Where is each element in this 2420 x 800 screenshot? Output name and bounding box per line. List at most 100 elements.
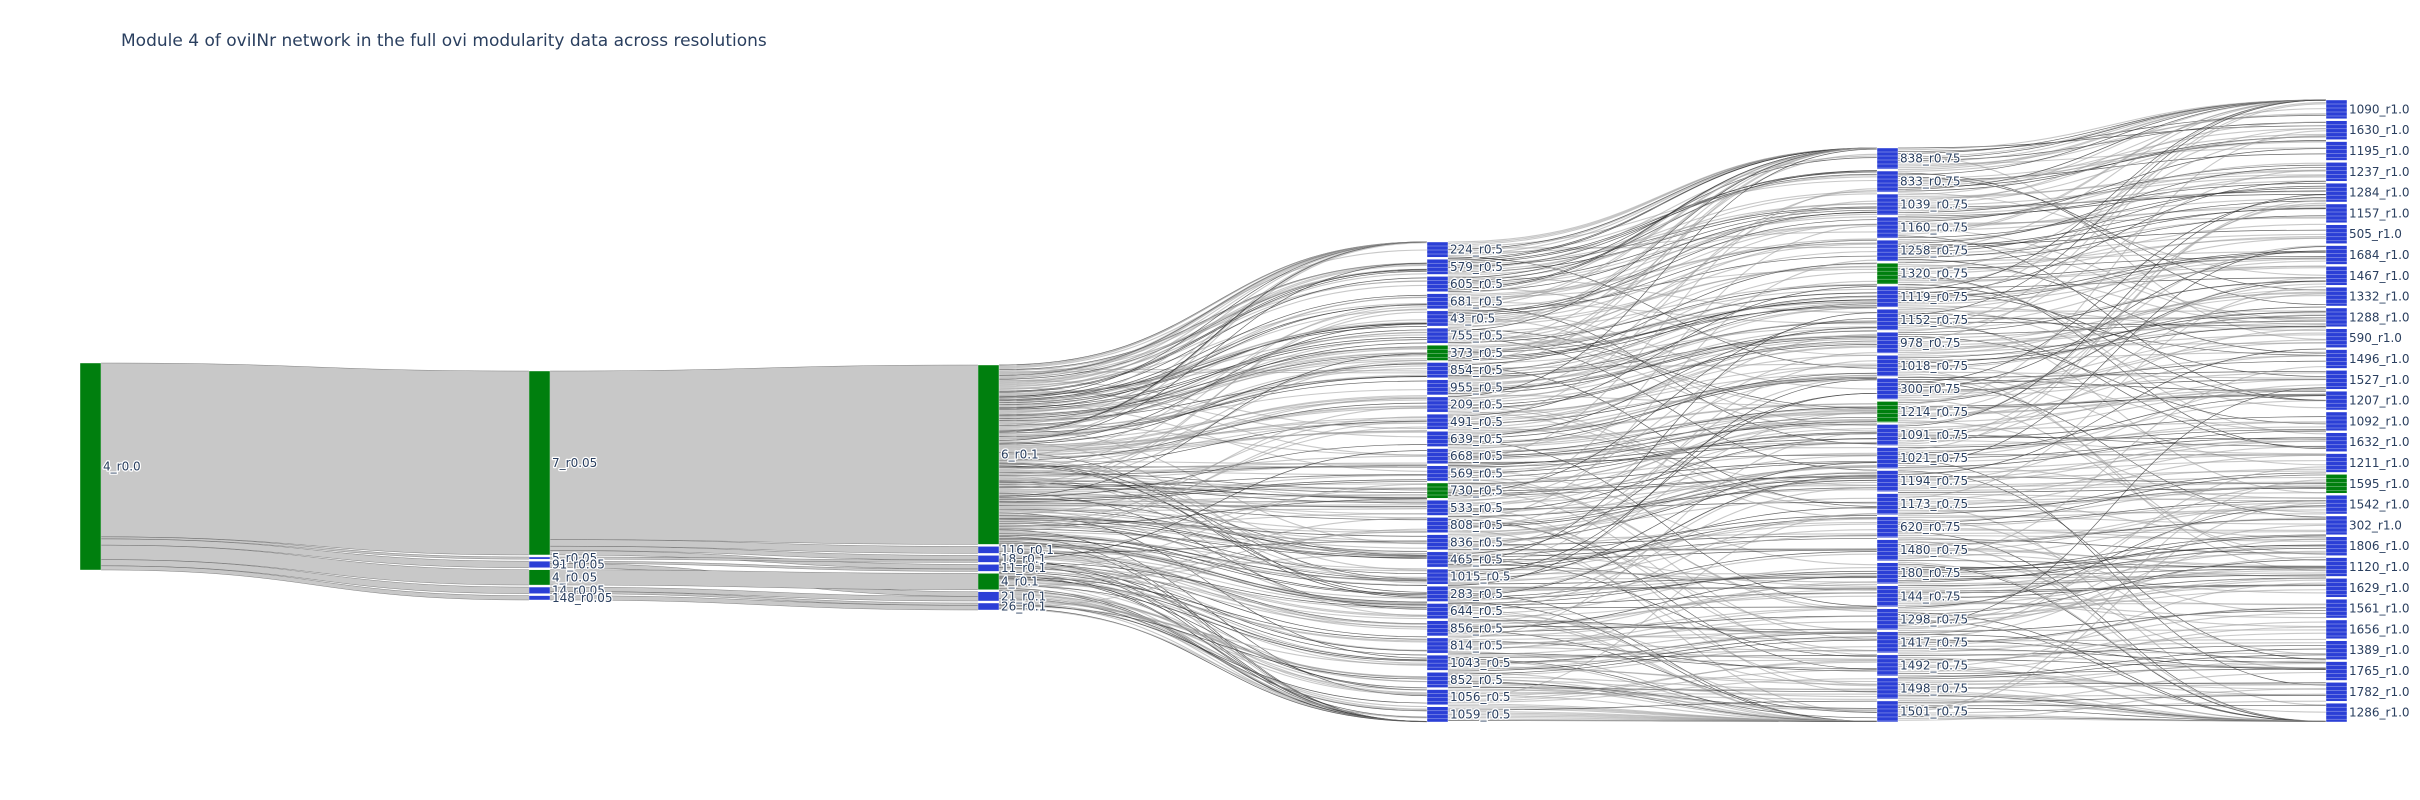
sankey-node-1320-r0-75[interactable]: [1876, 263, 1899, 285]
sankey-node-91-r0-05[interactable]: [528, 560, 551, 568]
sankey-node-6-r0-1[interactable]: [977, 364, 1000, 545]
sankey-node-373-r0-5[interactable]: [1426, 345, 1449, 361]
sankey-node-1160-r0-75[interactable]: [1876, 216, 1899, 239]
sankey-node-838-r0-75[interactable]: [1876, 147, 1899, 170]
sankey-node-1092-r1-0[interactable]: [2325, 411, 2348, 431]
sankey-node-4-r0-05[interactable]: [528, 569, 551, 586]
sankey-node-1237-r1-0[interactable]: [2325, 162, 2348, 182]
sankey-node-1091-r0-75[interactable]: [1876, 424, 1899, 446]
sankey-node-505-r1-0[interactable]: [2325, 224, 2348, 244]
sankey-node-1389-r1-0[interactable]: [2325, 640, 2348, 660]
sankey-node-1090-r1-0[interactable]: [2325, 99, 2348, 119]
sankey-node-4-r0-0[interactable]: [79, 362, 102, 571]
sankey-node-620-r0-75[interactable]: [1876, 516, 1899, 538]
sankey-node-1021-r0-75[interactable]: [1876, 447, 1899, 469]
sankey-node-730-r0-5[interactable]: [1426, 482, 1449, 499]
sankey-node-1629-r1-0[interactable]: [2325, 578, 2348, 598]
sankey-node-814-r0-5[interactable]: [1426, 637, 1449, 654]
sankey-node-1015-r0-5[interactable]: [1426, 568, 1449, 585]
sankey-node-1284-r1-0[interactable]: [2325, 182, 2348, 203]
sankey-node-1492-r0-75[interactable]: [1876, 654, 1899, 677]
sankey-node-465-r0-5[interactable]: [1426, 551, 1449, 568]
sankey-node-1501-r0-75[interactable]: [1876, 700, 1899, 723]
sankey-node-43-r0-5[interactable]: [1426, 310, 1449, 327]
sankey-node-836-r0-5[interactable]: [1426, 534, 1449, 551]
sankey-node-1286-r1-0[interactable]: [2325, 703, 2348, 723]
sankey-link-col4-178: [1897, 430, 2327, 468]
sankey-node-1496-r1-0[interactable]: [2325, 349, 2348, 369]
sankey-node-639-r0-5[interactable]: [1426, 431, 1449, 447]
sankey-node-681-r0-5[interactable]: [1426, 293, 1449, 310]
sankey-node-1595-r1-0[interactable]: [2325, 474, 2348, 494]
sankey-node-955-r0-5[interactable]: [1426, 379, 1449, 396]
sankey-node-1765-r1-0[interactable]: [2325, 661, 2348, 681]
sankey-node-854-r0-5[interactable]: [1426, 362, 1449, 378]
sankey-node-18-r0-1[interactable]: [977, 555, 1000, 563]
sankey-node-1480-r0-75[interactable]: [1876, 539, 1899, 561]
sankey-node-300-r0-75[interactable]: [1876, 378, 1899, 400]
sankey-node-1043-r0-5[interactable]: [1426, 654, 1449, 671]
sankey-node-856-r0-5[interactable]: [1426, 620, 1449, 637]
sankey-node-1632-r1-0[interactable]: [2325, 432, 2348, 452]
sankey-node-978-r0-75[interactable]: [1876, 332, 1899, 354]
sankey-node-1527-r1-0[interactable]: [2325, 370, 2348, 390]
sankey-node-283-r0-5[interactable]: [1426, 586, 1449, 602]
sankey-node-1120-r1-0[interactable]: [2325, 557, 2348, 577]
sankey-node-644-r0-5[interactable]: [1426, 603, 1449, 619]
sankey-node-116-r0-1[interactable]: [977, 546, 1000, 554]
sankey-node-224-r0-5[interactable]: [1426, 241, 1449, 258]
sankey-node-1561-r1-0[interactable]: [2325, 599, 2348, 619]
sankey-node-569-r0-5[interactable]: [1426, 465, 1449, 482]
sankey-link-col3-214: [1447, 523, 1878, 564]
sankey-node-1173-r0-75[interactable]: [1876, 493, 1899, 515]
sankey-node-808-r0-5[interactable]: [1426, 517, 1449, 533]
sankey-node-833-r0-75[interactable]: [1876, 170, 1899, 193]
sankey-node-11-r0-1[interactable]: [977, 564, 1000, 572]
sankey-link-col3-87: [1447, 271, 1878, 374]
sankey-node-14-r0-05[interactable]: [528, 586, 551, 594]
sankey-node-1157-r1-0[interactable]: [2325, 203, 2348, 223]
sankey-node-1542-r1-0[interactable]: [2325, 495, 2348, 515]
sankey-node-1467-r1-0[interactable]: [2325, 266, 2348, 286]
sankey-node-1195-r1-0[interactable]: [2325, 141, 2348, 161]
sankey-node-1211-r1-0[interactable]: [2325, 453, 2348, 473]
sankey-node-1258-r0-75[interactable]: [1876, 239, 1899, 262]
sankey-node-1656-r1-0[interactable]: [2325, 619, 2348, 639]
sankey-node-1214-r0-75[interactable]: [1876, 401, 1899, 423]
sankey-node-5-r0-05[interactable]: [528, 556, 551, 560]
sankey-node-1417-r0-75[interactable]: [1876, 631, 1899, 654]
sankey-node-1039-r0-75[interactable]: [1876, 193, 1899, 216]
sankey-node-605-r0-5[interactable]: [1426, 276, 1449, 292]
sankey-node-302-r1-0[interactable]: [2325, 515, 2348, 535]
sankey-node-1059-r0-5[interactable]: [1426, 706, 1449, 723]
sankey-node-148-r0-05[interactable]: [528, 595, 551, 601]
sankey-node-1782-r1-0[interactable]: [2325, 682, 2348, 702]
sankey-node-755-r0-5[interactable]: [1426, 327, 1449, 344]
sankey-node-1298-r0-75[interactable]: [1876, 608, 1899, 631]
sankey-node-852-r0-5[interactable]: [1426, 672, 1449, 688]
sankey-node-1056-r0-5[interactable]: [1426, 689, 1449, 705]
sankey-node-579-r0-5[interactable]: [1426, 259, 1449, 275]
sankey-node-21-r0-1[interactable]: [977, 591, 1000, 602]
sankey-node-26-r0-1[interactable]: [977, 602, 1000, 611]
sankey-node-668-r0-5[interactable]: [1426, 448, 1449, 464]
sankey-node-144-r0-75[interactable]: [1876, 585, 1899, 608]
sankey-node-1630-r1-0[interactable]: [2325, 120, 2348, 140]
sankey-node-1332-r1-0[interactable]: [2325, 287, 2348, 307]
sankey-node-1684-r1-0[interactable]: [2325, 245, 2348, 265]
sankey-node-533-r0-5[interactable]: [1426, 500, 1449, 516]
sankey-node-1152-r0-75[interactable]: [1876, 309, 1899, 331]
sankey-node-1018-r0-75[interactable]: [1876, 355, 1899, 377]
sankey-node-1194-r0-75[interactable]: [1876, 470, 1899, 492]
sankey-node-4-r0-1[interactable]: [977, 573, 1000, 590]
sankey-node-1806-r1-0[interactable]: [2325, 536, 2348, 556]
sankey-node-590-r1-0[interactable]: [2325, 328, 2348, 348]
sankey-node-1119-r0-75[interactable]: [1876, 286, 1899, 308]
sankey-node-1498-r0-75[interactable]: [1876, 677, 1899, 700]
sankey-node-1288-r1-0[interactable]: [2325, 307, 2348, 327]
sankey-node-7-r0-05[interactable]: [528, 370, 551, 556]
sankey-node-1207-r1-0[interactable]: [2325, 391, 2348, 411]
sankey-node-209-r0-5[interactable]: [1426, 396, 1449, 413]
sankey-node-180-r0-75[interactable]: [1876, 562, 1899, 584]
sankey-node-491-r0-5[interactable]: [1426, 413, 1449, 430]
